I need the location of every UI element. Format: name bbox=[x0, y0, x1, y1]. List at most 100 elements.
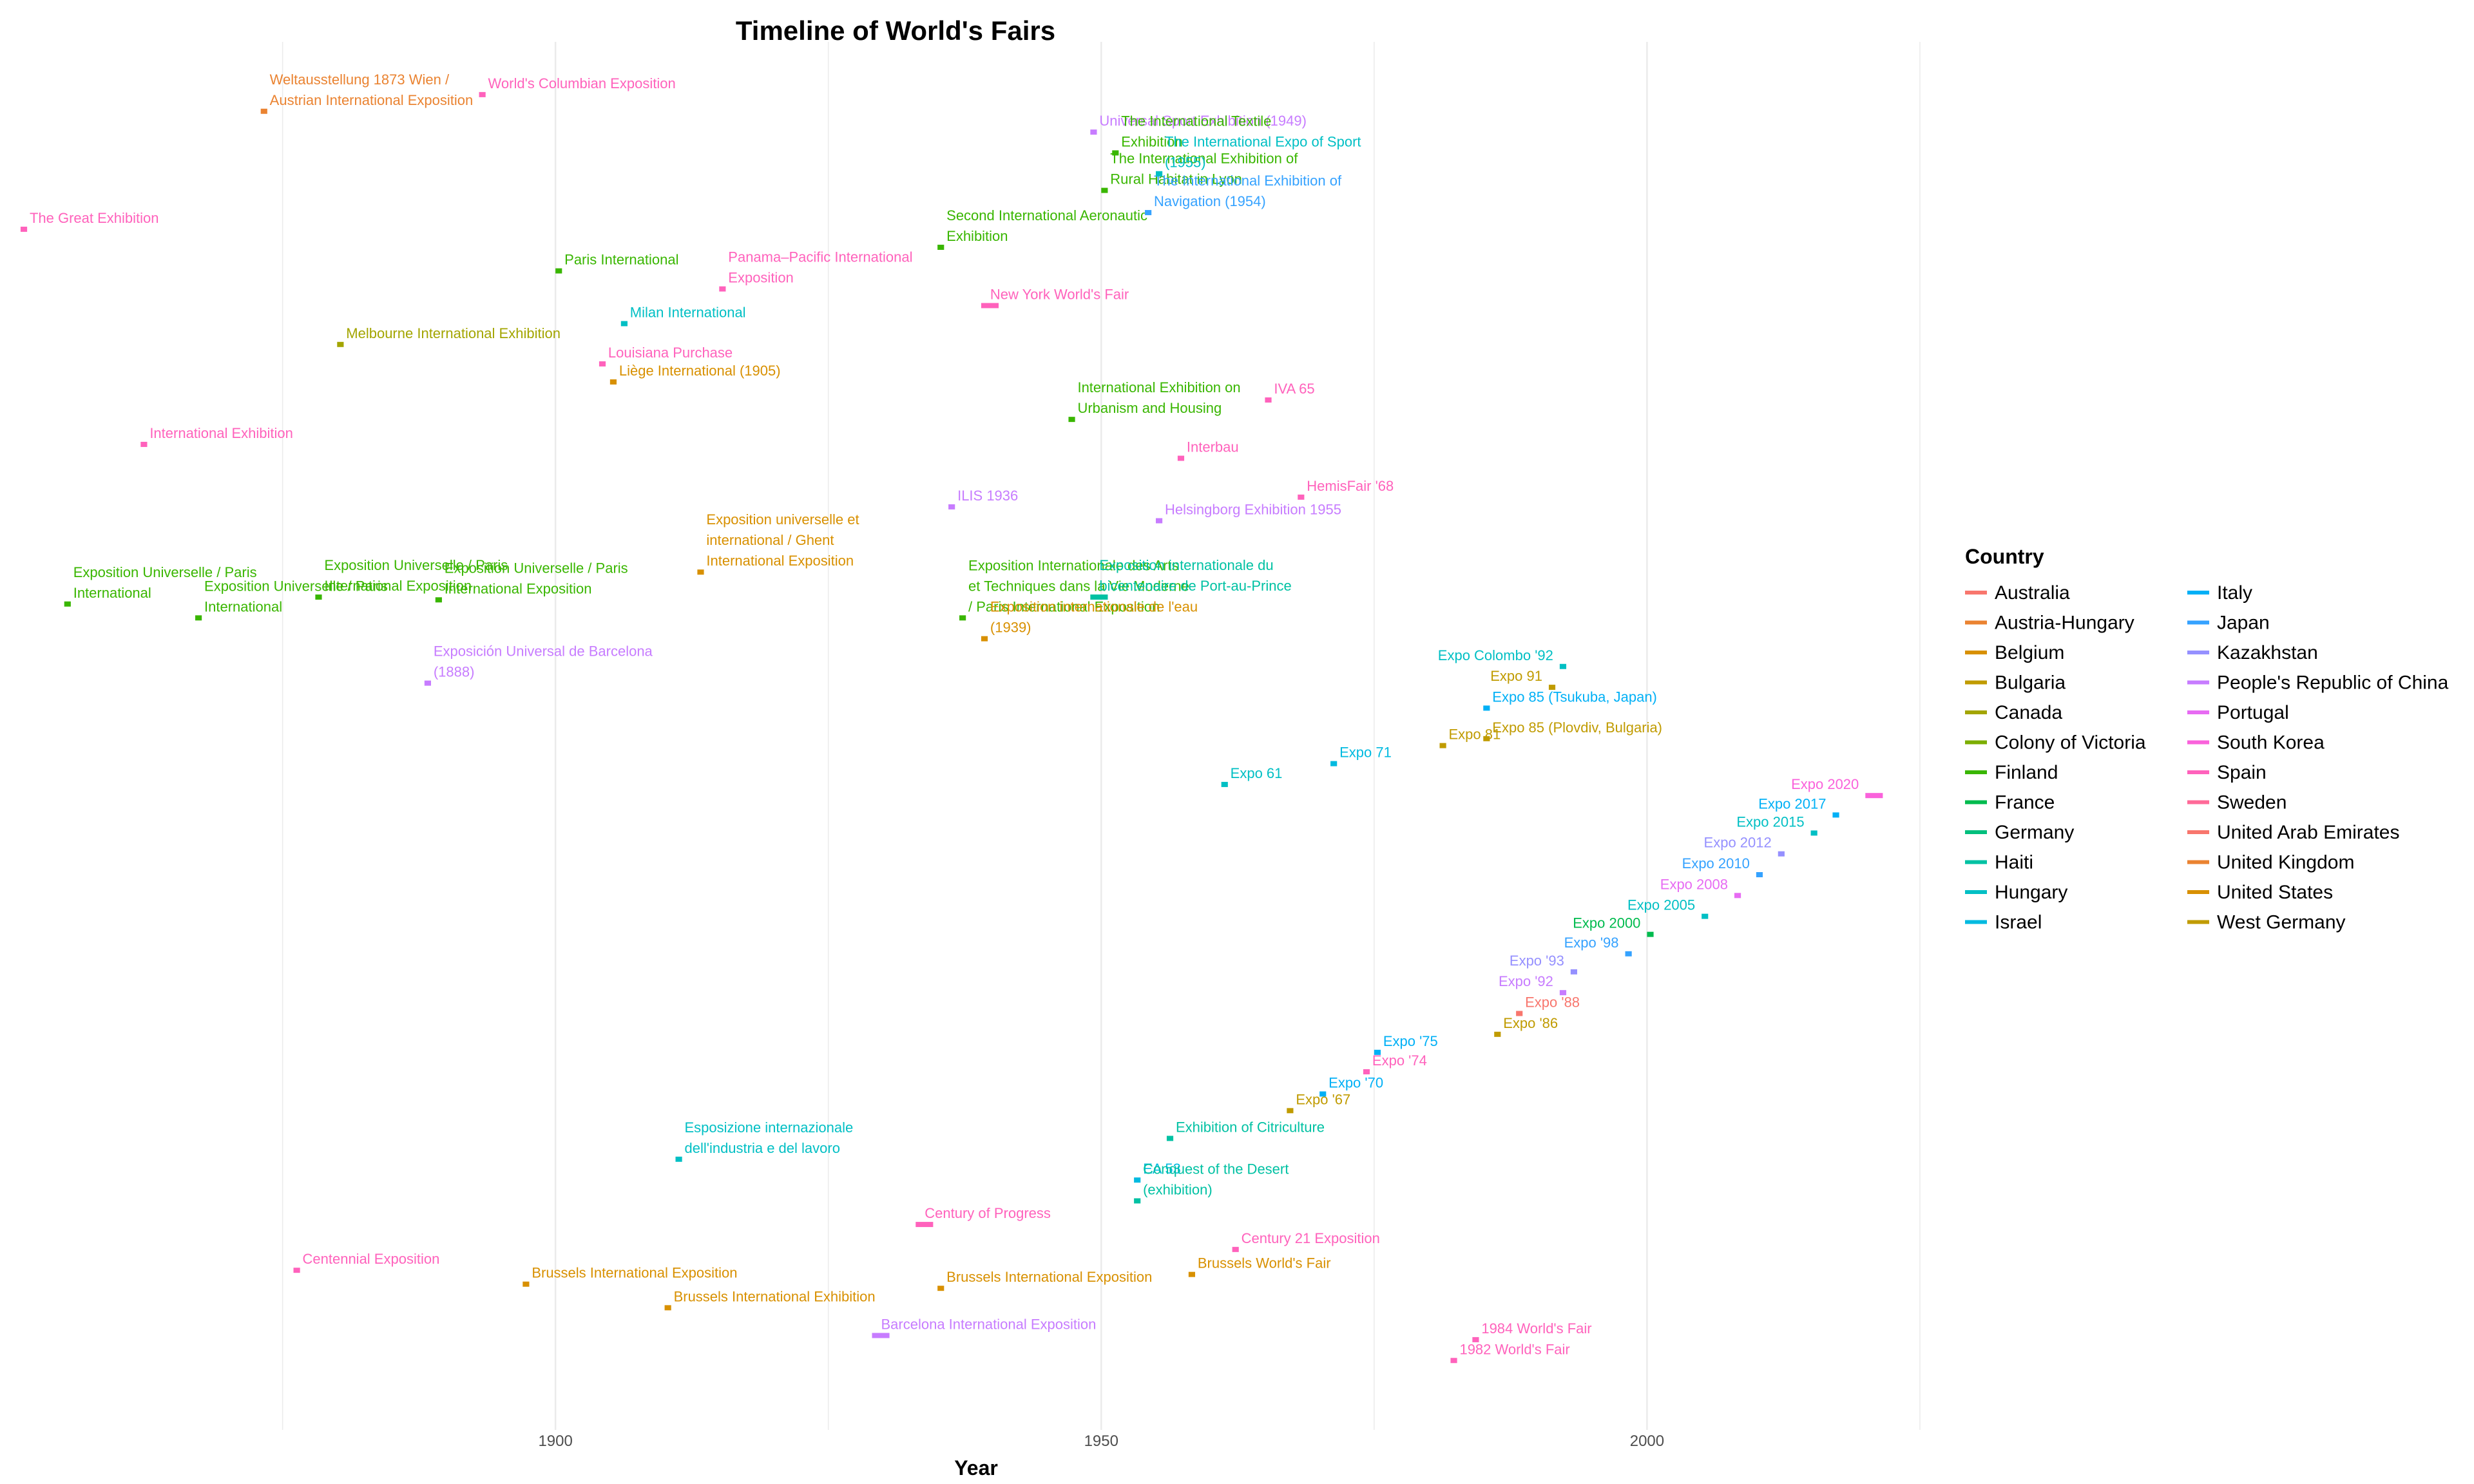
event-bar bbox=[620, 321, 628, 327]
timeline-event: Expo 91 bbox=[1490, 668, 1556, 690]
event-bar bbox=[1232, 1246, 1239, 1252]
legend-entry: Haiti bbox=[1965, 852, 2033, 873]
timeline-event: Brussels World's Fair bbox=[1188, 1255, 1331, 1277]
event-label: Expo '74 bbox=[1372, 1052, 1427, 1069]
event-label: Expo 2020 bbox=[1791, 776, 1859, 792]
event-bar bbox=[981, 636, 988, 642]
legend-key bbox=[1965, 591, 1987, 595]
event-bar bbox=[1516, 1011, 1523, 1016]
event-label: IVA 65 bbox=[1274, 381, 1314, 397]
event-bar bbox=[1330, 761, 1338, 766]
event-bar bbox=[315, 595, 322, 600]
event-bar bbox=[1570, 969, 1577, 975]
event-bar bbox=[1090, 129, 1097, 135]
timeline-event: Expo '88 bbox=[1516, 994, 1580, 1016]
timeline-event: Expo 2020 bbox=[1791, 776, 1883, 799]
event-bar bbox=[948, 504, 955, 509]
timeline-event: Expo 2005 bbox=[1627, 897, 1709, 919]
timeline-event: Centennial Exposition bbox=[293, 1251, 439, 1273]
timeline-event: The International Expo of Sport (1955) bbox=[1156, 134, 1361, 176]
timeline-event: Expo '75 bbox=[1374, 1033, 1438, 1055]
legend-entry: Canada bbox=[1965, 702, 2062, 723]
event-bar bbox=[1287, 1108, 1294, 1114]
event-bar bbox=[872, 1333, 890, 1338]
timeline-event: Expo '93 bbox=[1510, 953, 1577, 975]
event-bar bbox=[609, 379, 617, 385]
x-tick-label: 1900 bbox=[538, 1432, 572, 1450]
event-label: Esposizione internazionale dell'industria… bbox=[685, 1119, 854, 1156]
event-bar bbox=[1134, 1198, 1141, 1204]
timeline-event: Exhibition of Citriculture bbox=[1166, 1119, 1325, 1141]
legend-label: Colony of Victoria bbox=[1995, 732, 2146, 754]
event-label: ILIS 1936 bbox=[957, 488, 1018, 504]
legend-label: Hungary bbox=[1995, 882, 2067, 903]
timeline-event: Expo 61 bbox=[1221, 765, 1282, 787]
event-label: Panama–Pacific International Exposition bbox=[728, 249, 912, 286]
legend-key bbox=[2187, 890, 2209, 894]
legend-entry: United Arab Emirates bbox=[2187, 822, 2399, 843]
event-bar bbox=[1647, 931, 1654, 937]
event-label: Exposition internationale du bicentenaire… bbox=[1099, 557, 1291, 594]
event-bar bbox=[664, 1305, 671, 1311]
legend-entry: Israel bbox=[1965, 912, 2042, 933]
legend-key bbox=[2187, 740, 2209, 745]
timeline-event: Exposition Universelle / Paris Internatio… bbox=[64, 564, 257, 607]
legend-key bbox=[2187, 920, 2209, 924]
legend-key bbox=[1965, 800, 1987, 804]
event-label: Exposición Universal de Barcelona (1888) bbox=[434, 643, 653, 680]
event-bar bbox=[1319, 1091, 1327, 1097]
event-label: Expo 2000 bbox=[1573, 915, 1640, 931]
event-bar bbox=[1265, 397, 1272, 403]
timeline-event: Expo 2008 bbox=[1660, 876, 1741, 899]
timeline-event: Expo 81 bbox=[1439, 727, 1501, 748]
event-bar bbox=[1156, 518, 1163, 524]
legend-entry: Japan bbox=[2187, 613, 2270, 634]
timeline-event: Panama–Pacific International Exposition bbox=[719, 249, 912, 292]
timeline-event: The International Textile Exhibition bbox=[1112, 113, 1271, 156]
event-bar bbox=[1090, 595, 1108, 600]
event-label: Exposition Universelle / Paris Internatio… bbox=[324, 557, 508, 594]
timeline-event: Helsingborg Exhibition 1955 bbox=[1156, 501, 1341, 524]
legend-key bbox=[2187, 830, 2209, 834]
event-bar bbox=[64, 601, 71, 607]
legend-key bbox=[2187, 591, 2209, 595]
timeline-event: Esposizione internazionale dell'industria… bbox=[675, 1119, 854, 1162]
legend-label: Spain bbox=[2217, 762, 2267, 783]
timeline-event: Expo 85 (Tsukuba, Japan) bbox=[1483, 689, 1657, 711]
legend-entry: United States bbox=[2187, 882, 2333, 903]
timeline-event: The Great Exhibition bbox=[20, 210, 159, 232]
legend-entry: Spain bbox=[2187, 762, 2267, 783]
event-bar bbox=[424, 680, 431, 686]
event-bar bbox=[599, 361, 606, 366]
x-tick-label: 2000 bbox=[1630, 1432, 1664, 1450]
timeline-event: Conquest of the Desert (exhibition) bbox=[1134, 1161, 1289, 1204]
legend-key bbox=[2187, 770, 2209, 774]
legend-key bbox=[1965, 620, 1987, 625]
event-label: The Great Exhibition bbox=[30, 210, 159, 226]
event-bar bbox=[1810, 830, 1817, 836]
timeline-event: Weltausstellung 1873 Wien / Austrian Inte… bbox=[260, 71, 473, 114]
timeline-event: Exposición Universal de Barcelona (1888) bbox=[424, 643, 653, 686]
timeline-event: Milan International bbox=[620, 304, 746, 327]
legend-label: Austria-Hungary bbox=[1995, 613, 2134, 634]
event-bar bbox=[1483, 705, 1490, 711]
event-bar bbox=[1865, 793, 1883, 799]
event-bar bbox=[1221, 781, 1228, 787]
legend-label: Canada bbox=[1995, 702, 2062, 723]
event-bar bbox=[1177, 455, 1185, 461]
timeline-event: HemisFair '68 bbox=[1298, 478, 1394, 500]
timeline-event: Expo '70 bbox=[1319, 1074, 1383, 1097]
event-bar bbox=[523, 1281, 530, 1287]
event-bar bbox=[1374, 1049, 1381, 1055]
event-bar bbox=[675, 1156, 682, 1162]
event-label: Exhibition of Citriculture bbox=[1176, 1119, 1325, 1135]
event-label: International Exhibition on Urbanism and … bbox=[1077, 379, 1240, 416]
timeline-event: Louisiana Purchase bbox=[599, 345, 733, 366]
event-bar bbox=[1625, 951, 1632, 956]
timeline-event: New York World's Fair bbox=[981, 286, 1129, 309]
legend-entry: Colony of Victoria bbox=[1965, 732, 2146, 754]
event-bar bbox=[479, 91, 486, 97]
legend-entry: United Kingdom bbox=[2187, 852, 2354, 873]
